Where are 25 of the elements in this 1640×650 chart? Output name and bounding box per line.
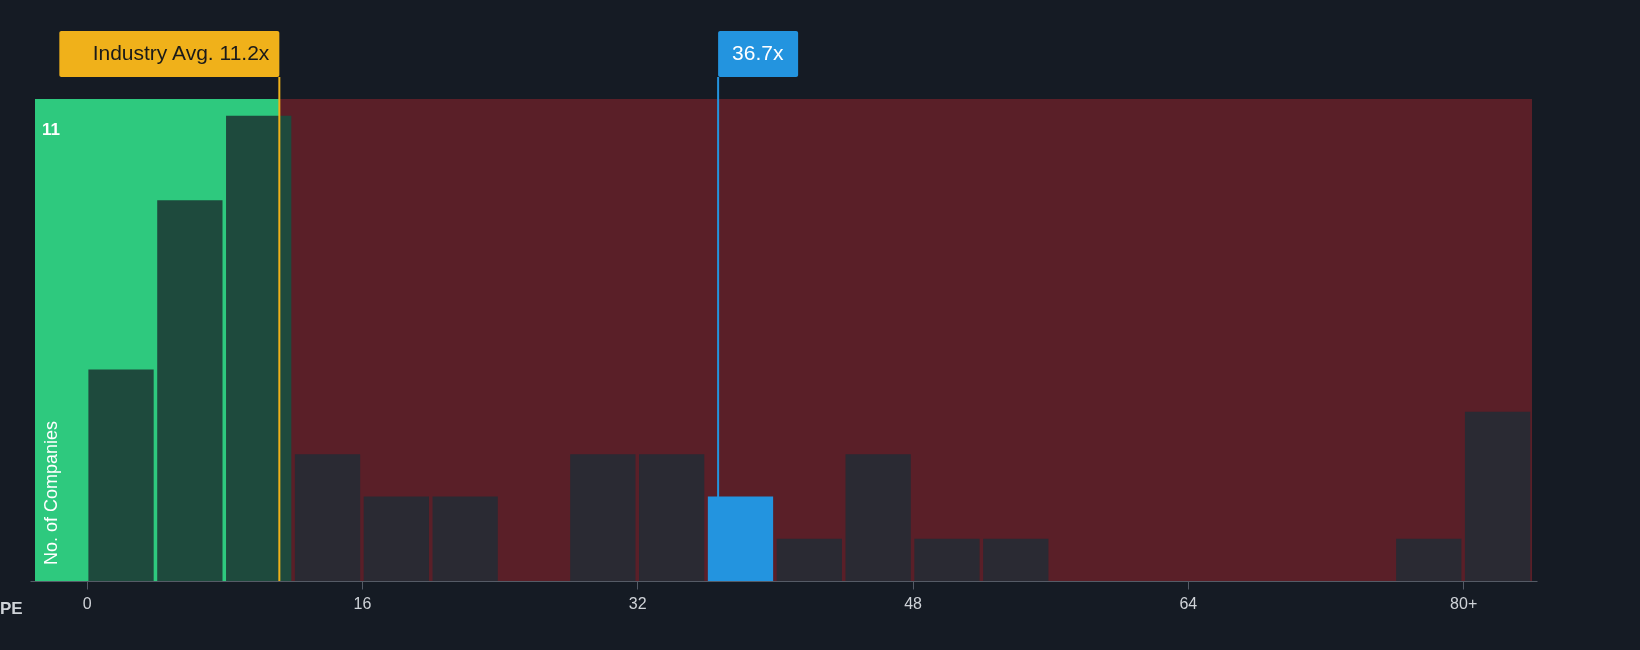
bar xyxy=(363,496,429,581)
bar xyxy=(1396,538,1462,581)
bar xyxy=(432,496,498,581)
bar xyxy=(845,454,911,581)
x-tick-label: 32 xyxy=(628,594,647,612)
bar xyxy=(914,538,980,581)
y-axis-title: No. of Companies xyxy=(41,420,61,565)
bar xyxy=(1464,411,1531,581)
x-axis-title: PE xyxy=(0,599,23,618)
x-tick-label: 16 xyxy=(353,594,372,612)
x-tick-label: 80+ xyxy=(1450,594,1478,612)
bar xyxy=(88,369,154,581)
bar xyxy=(983,538,1049,581)
bar xyxy=(226,115,292,581)
x-tick-label: 48 xyxy=(904,594,923,612)
bar xyxy=(294,454,361,581)
ref-line-label: Industry Avg. 11.2x xyxy=(92,41,270,64)
bar xyxy=(157,200,223,581)
ref-line-label: 36.7x xyxy=(732,41,784,64)
bar xyxy=(570,454,636,581)
x-tick-label: 0 xyxy=(82,594,92,612)
bar xyxy=(776,538,842,581)
x-tick-label: 64 xyxy=(1179,594,1198,612)
bar xyxy=(639,454,705,581)
annotation: 11 xyxy=(42,120,60,139)
